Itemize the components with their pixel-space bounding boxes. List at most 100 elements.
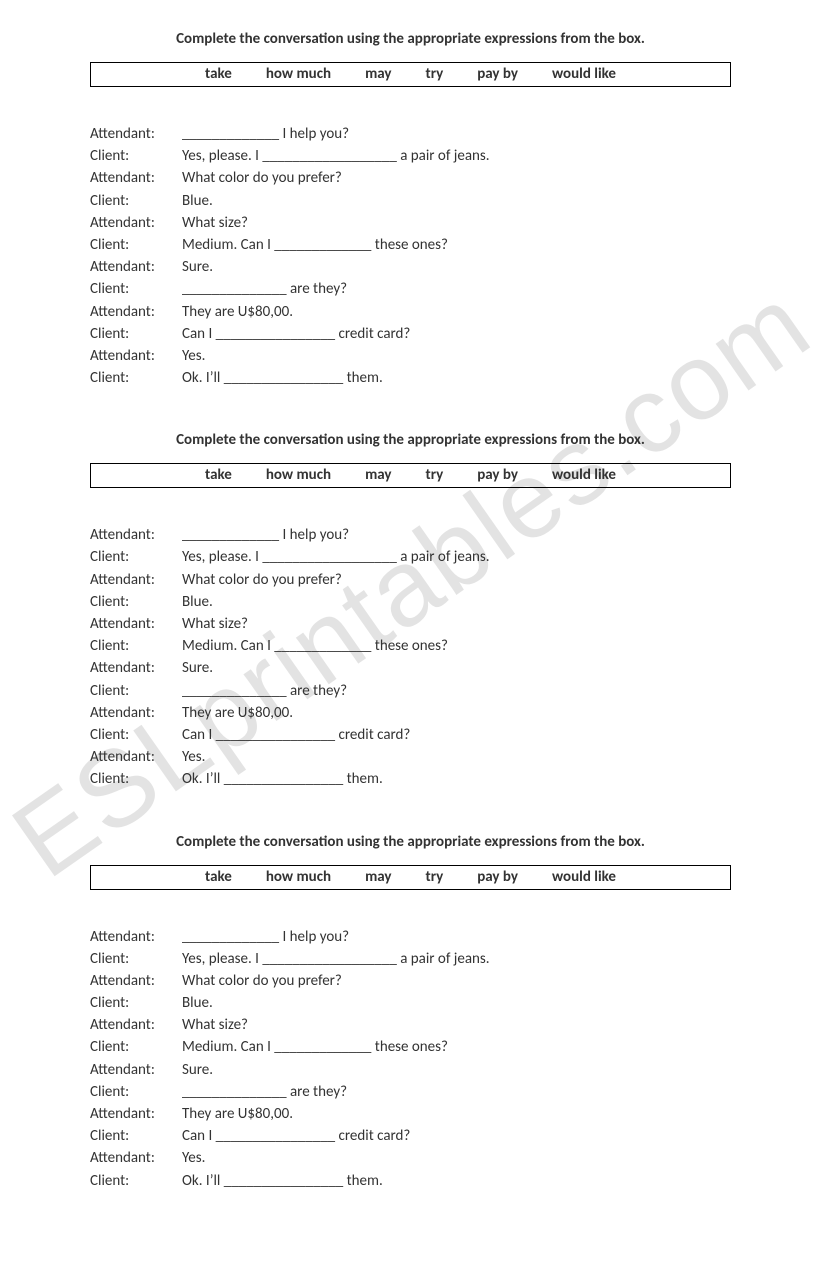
conversation: Attendant:_____________ I help you? Clie… [90, 524, 731, 790]
speaker-label: Client: [90, 234, 182, 256]
speaker-label: Client: [90, 1036, 182, 1058]
dialogue-line: Client:Blue. [90, 190, 731, 212]
dialogue-line: Attendant:Sure. [90, 1059, 731, 1081]
utterance-text: Yes. [182, 345, 731, 367]
speaker-label: Client: [90, 948, 182, 970]
word-option: would like [552, 466, 616, 484]
utterance-text: What size? [182, 1014, 731, 1036]
speaker-label: Attendant: [90, 1103, 182, 1125]
utterance-text: Sure. [182, 256, 731, 278]
utterance-text: Ok. I’ll ________________ them. [182, 367, 731, 389]
dialogue-line: Client:______________ are they? [90, 680, 731, 702]
utterance-text: ______________ are they? [182, 680, 731, 702]
utterance-text: What size? [182, 613, 731, 635]
dialogue-line: Client:Ok. I’ll ________________ them. [90, 1170, 731, 1192]
dialogue-line: Attendant:What color do you prefer? [90, 569, 731, 591]
speaker-label: Client: [90, 680, 182, 702]
speaker-label: Attendant: [90, 702, 182, 724]
utterance-text: What color do you prefer? [182, 569, 731, 591]
word-option: pay by [477, 466, 518, 484]
word-option: take [205, 466, 232, 484]
word-option: take [205, 65, 232, 83]
dialogue-line: Client:Ok. I’ll ________________ them. [90, 367, 731, 389]
utterance-text: Medium. Can I _____________ these ones? [182, 635, 731, 657]
dialogue-line: Attendant:What size? [90, 613, 731, 635]
speaker-label: Attendant: [90, 212, 182, 234]
utterance-text: Can I ________________ credit card? [182, 1125, 731, 1147]
utterance-text: _____________ I help you? [182, 123, 731, 145]
utterance-text: They are U$80,00. [182, 301, 731, 323]
dialogue-line: Attendant:What color do you prefer? [90, 167, 731, 189]
word-option: try [426, 65, 444, 83]
speaker-label: Attendant: [90, 167, 182, 189]
utterance-text: Blue. [182, 992, 731, 1014]
dialogue-line: Client:Blue. [90, 992, 731, 1014]
dialogue-line: Attendant:What size? [90, 212, 731, 234]
exercise-block: Complete the conversation using the appr… [90, 30, 731, 389]
dialogue-line: Attendant:They are U$80,00. [90, 1103, 731, 1125]
speaker-label: Client: [90, 190, 182, 212]
worksheet-page: Complete the conversation using the appr… [0, 0, 821, 1264]
word-option: pay by [477, 65, 518, 83]
dialogue-line: Attendant:Yes. [90, 345, 731, 367]
word-option: how much [266, 466, 331, 484]
word-option: would like [552, 65, 616, 83]
dialogue-line: Attendant:Sure. [90, 256, 731, 278]
speaker-label: Attendant: [90, 301, 182, 323]
dialogue-line: Client:Can I ________________ credit car… [90, 724, 731, 746]
dialogue-line: Attendant:Sure. [90, 657, 731, 679]
dialogue-line: Client:Medium. Can I _____________ these… [90, 1036, 731, 1058]
word-box: take how much may try pay by would like [90, 463, 731, 488]
word-option: pay by [477, 868, 518, 886]
utterance-text: Yes. [182, 1147, 731, 1169]
dialogue-line: Attendant:They are U$80,00. [90, 301, 731, 323]
speaker-label: Client: [90, 635, 182, 657]
utterance-text: Ok. I’ll ________________ them. [182, 1170, 731, 1192]
utterance-text: Blue. [182, 190, 731, 212]
utterance-text: Blue. [182, 591, 731, 613]
dialogue-line: Client:______________ are they? [90, 278, 731, 300]
exercise-block: Complete the conversation using the appr… [90, 833, 731, 1192]
speaker-label: Attendant: [90, 1059, 182, 1081]
word-option: how much [266, 868, 331, 886]
conversation: Attendant:_____________ I help you? Clie… [90, 123, 731, 389]
speaker-label: Attendant: [90, 256, 182, 278]
dialogue-line: Attendant:_____________ I help you? [90, 123, 731, 145]
speaker-label: Client: [90, 1170, 182, 1192]
word-option: how much [266, 65, 331, 83]
utterance-text: Yes, please. I __________________ a pair… [182, 145, 731, 167]
utterance-text: They are U$80,00. [182, 702, 731, 724]
conversation: Attendant:_____________ I help you? Clie… [90, 926, 731, 1192]
utterance-text: Sure. [182, 1059, 731, 1081]
utterance-text: What color do you prefer? [182, 167, 731, 189]
dialogue-line: Attendant:Yes. [90, 746, 731, 768]
word-option: may [365, 868, 391, 886]
word-box: take how much may try pay by would like [90, 865, 731, 890]
dialogue-line: Client:Medium. Can I _____________ these… [90, 234, 731, 256]
speaker-label: Client: [90, 367, 182, 389]
speaker-label: Client: [90, 992, 182, 1014]
instruction-text: Complete the conversation using the appr… [90, 431, 731, 449]
dialogue-line: Attendant:What color do you prefer? [90, 970, 731, 992]
speaker-label: Client: [90, 145, 182, 167]
dialogue-line: Client:Ok. I’ll ________________ them. [90, 768, 731, 790]
instruction-text: Complete the conversation using the appr… [90, 30, 731, 48]
dialogue-line: Attendant:What size? [90, 1014, 731, 1036]
speaker-label: Attendant: [90, 970, 182, 992]
utterance-text: Yes, please. I __________________ a pair… [182, 546, 731, 568]
speaker-label: Attendant: [90, 345, 182, 367]
word-box: take how much may try pay by would like [90, 62, 731, 87]
utterance-text: ______________ are they? [182, 278, 731, 300]
utterance-text: Medium. Can I _____________ these ones? [182, 234, 731, 256]
utterance-text: Can I ________________ credit card? [182, 724, 731, 746]
speaker-label: Client: [90, 278, 182, 300]
speaker-label: Attendant: [90, 613, 182, 635]
dialogue-line: Client:Yes, please. I __________________… [90, 546, 731, 568]
speaker-label: Attendant: [90, 1147, 182, 1169]
dialogue-line: Client:______________ are they? [90, 1081, 731, 1103]
word-option: try [426, 466, 444, 484]
utterance-text: _____________ I help you? [182, 524, 731, 546]
dialogue-line: Attendant:_____________ I help you? [90, 524, 731, 546]
speaker-label: Attendant: [90, 746, 182, 768]
utterance-text: ______________ are they? [182, 1081, 731, 1103]
